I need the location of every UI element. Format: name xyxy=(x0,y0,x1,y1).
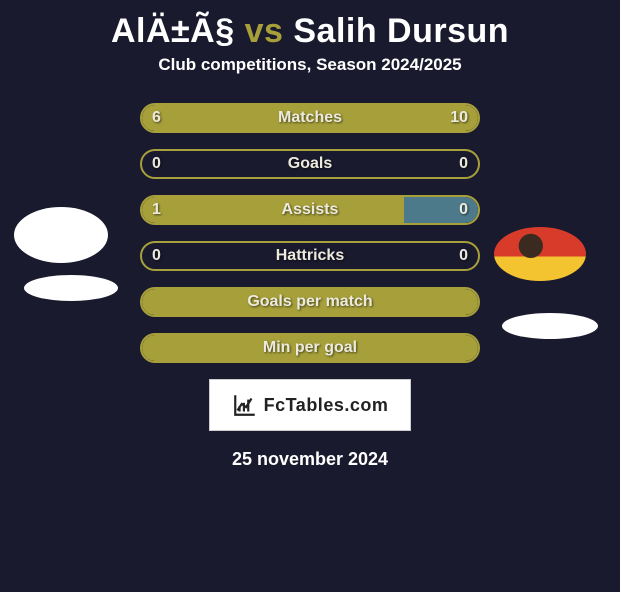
player-right-avatar xyxy=(494,227,586,281)
stat-row-matches: 610Matches xyxy=(140,103,480,133)
vs-separator: vs xyxy=(245,12,284,50)
player-right-name: Salih Dursun xyxy=(293,12,509,50)
stat-label: Matches xyxy=(142,105,478,131)
stat-row-goals: 00Goals xyxy=(140,149,480,179)
stat-row-goals-per-match: Goals per match xyxy=(140,287,480,317)
comparison-arena: 610Matches 00Goals 10Assists 00Hattricks Goa… xyxy=(0,99,620,470)
stat-label: Hattricks xyxy=(142,243,478,269)
stat-label: Goals per match xyxy=(142,289,478,315)
stat-label: Min per goal xyxy=(142,335,478,361)
stat-row-min-per-goal: Min per goal xyxy=(140,333,480,363)
player-right-nameplate xyxy=(502,313,598,339)
logo-text: FcTables.com xyxy=(264,395,389,416)
player-left-avatar xyxy=(14,207,108,263)
player-left-nameplate xyxy=(24,275,118,301)
stat-row-assists: 10Assists xyxy=(140,195,480,225)
subtitle: Club competitions, Season 2024/2025 xyxy=(0,55,620,75)
source-logo: FcTables.com xyxy=(209,379,411,431)
stat-rows: 610Matches 00Goals 10Assists 00Hattricks Goa… xyxy=(140,99,480,363)
player-left-name: AlÄ±Ã§ xyxy=(111,12,235,50)
stat-label: Goals xyxy=(142,151,478,177)
date: 25 november 2024 xyxy=(0,449,620,470)
stat-row-hattricks: 00Hattricks xyxy=(140,241,480,271)
stat-label: Assists xyxy=(142,197,478,223)
chart-icon xyxy=(232,392,258,418)
page-title: AlÄ±Ã§ vs Salih Dursun xyxy=(0,12,620,51)
